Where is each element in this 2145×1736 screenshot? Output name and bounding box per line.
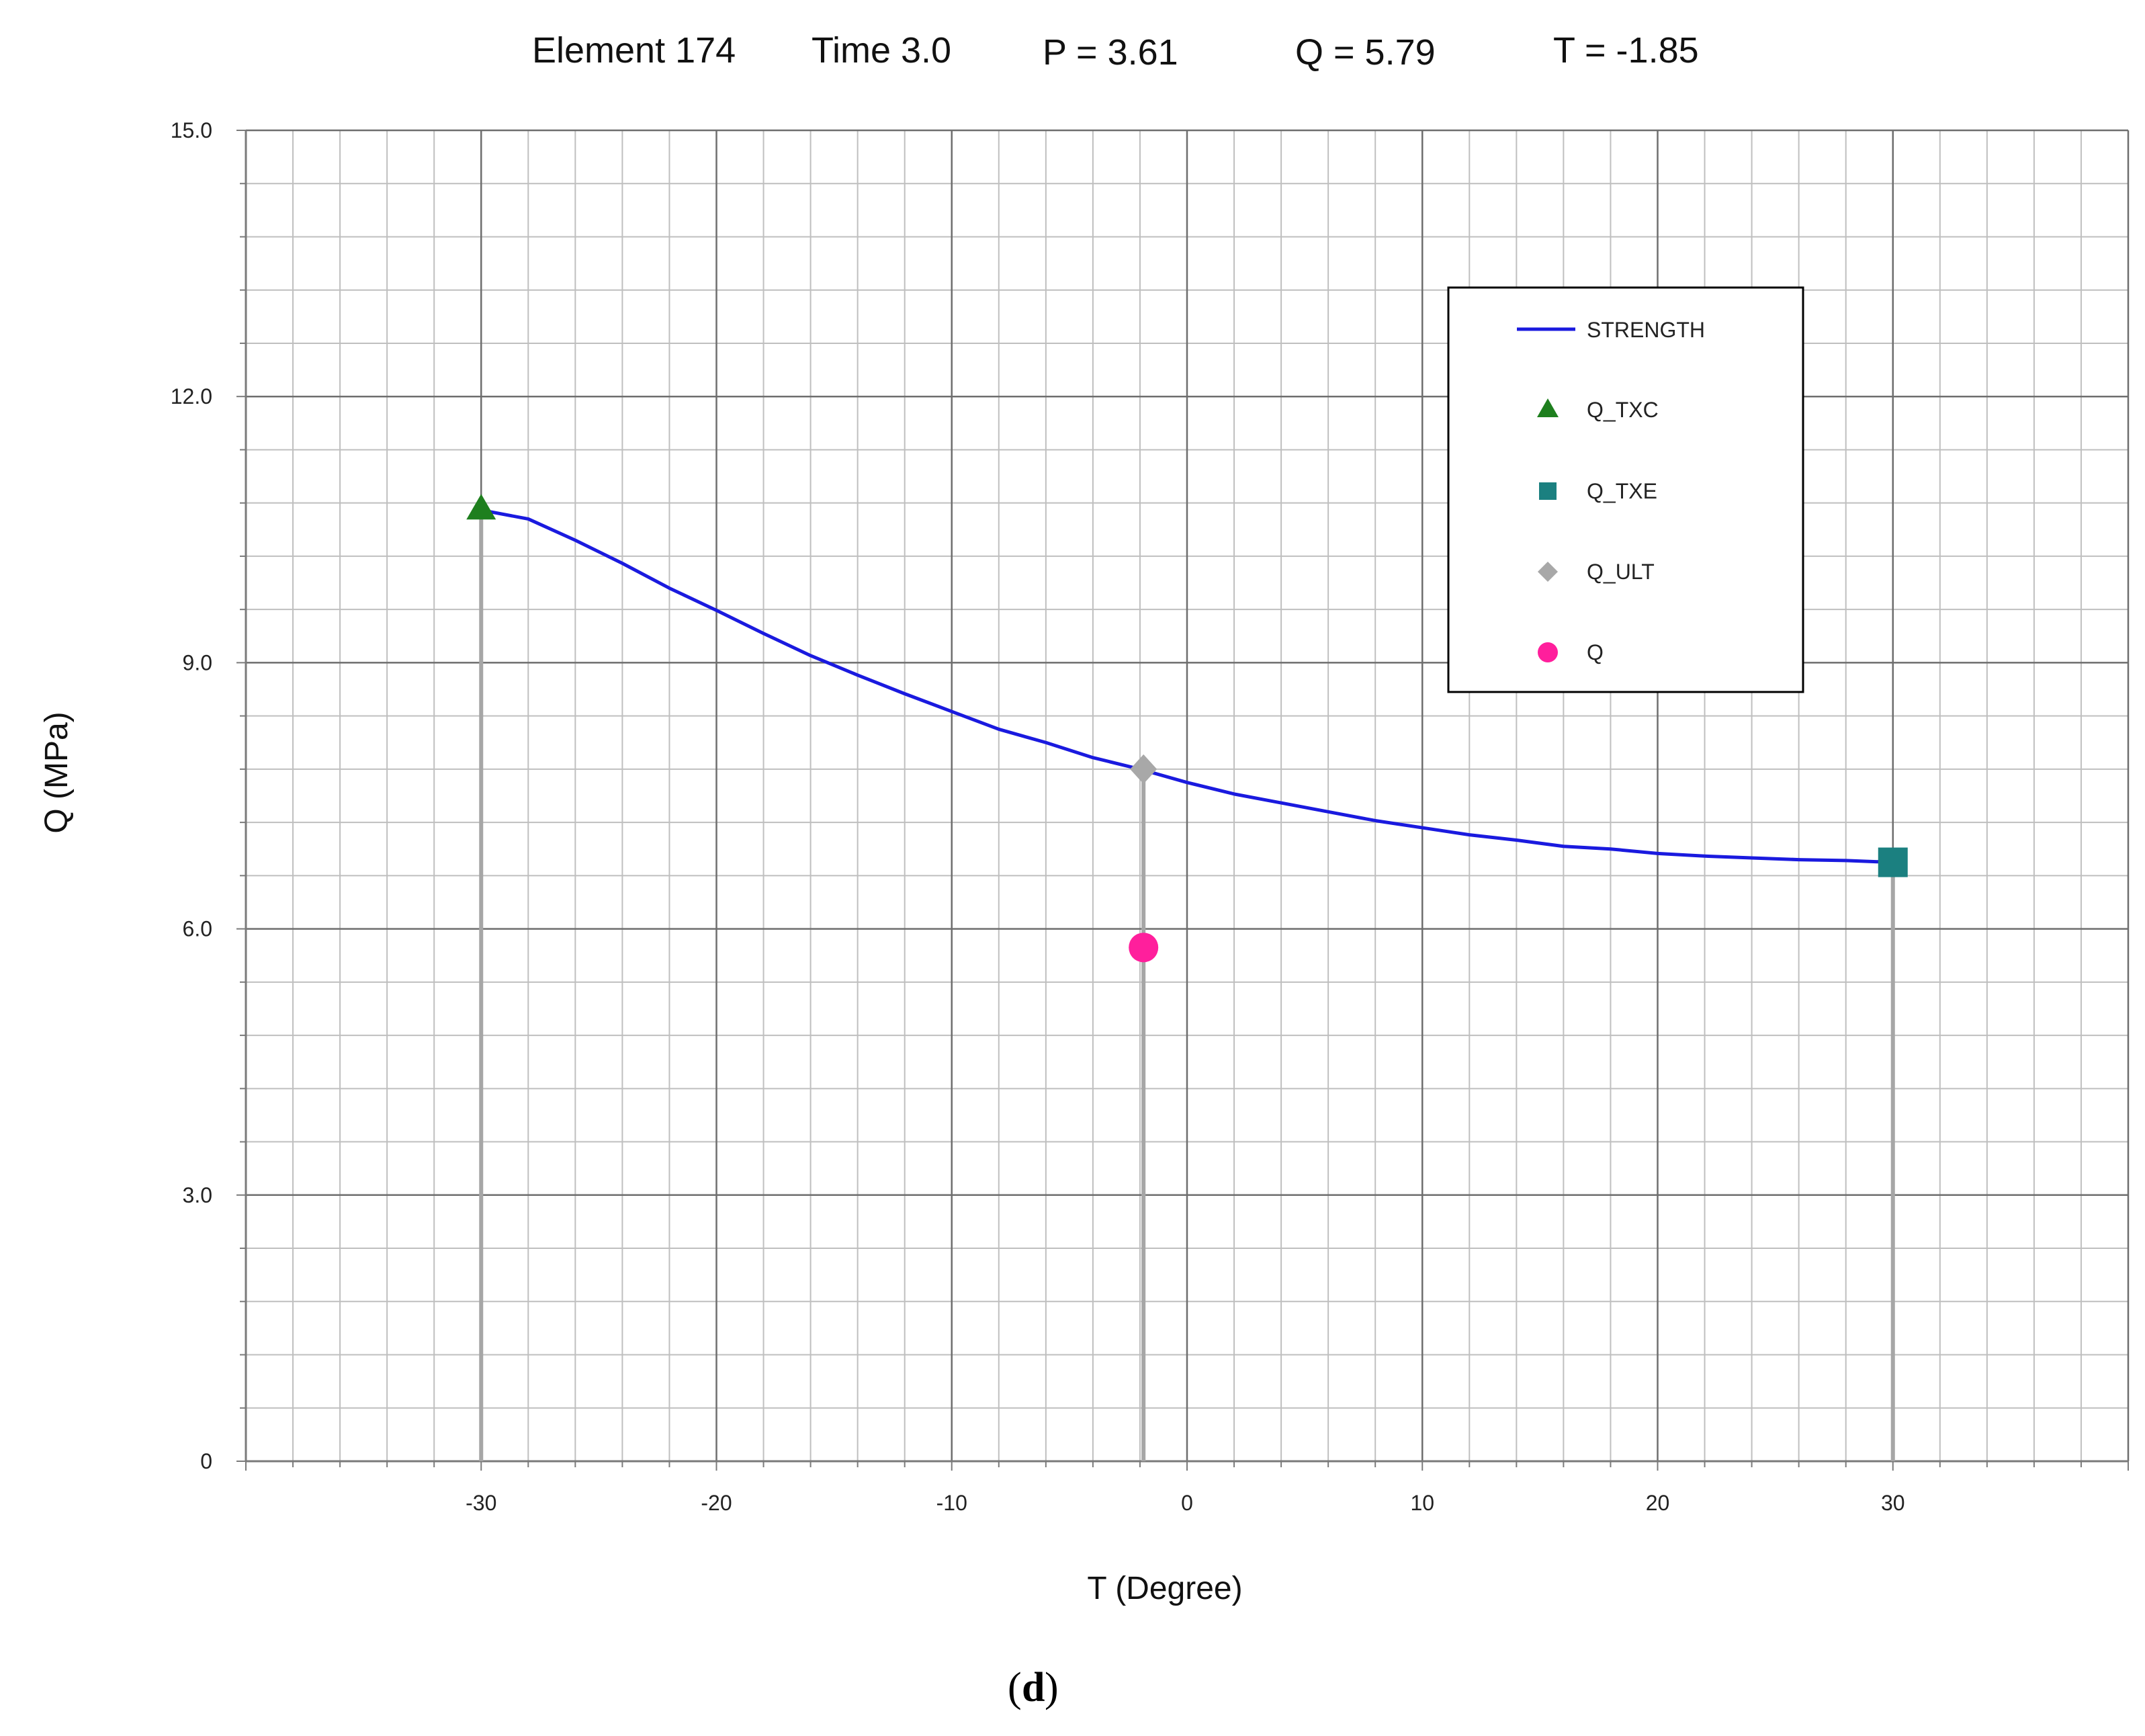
legend-square-marker	[1539, 482, 1557, 500]
caption-letter: d	[1022, 1665, 1045, 1710]
x-axis-label: T (Degree)	[1087, 1571, 1242, 1606]
header-q-value: Q = 5.79	[1295, 32, 1436, 73]
q-txc-marker	[466, 494, 496, 520]
header-element: Element 174	[532, 30, 736, 71]
header-time: Time 3.0	[812, 30, 951, 71]
drop-lines	[479, 510, 1895, 1461]
caption-open-paren: (	[1008, 1665, 1022, 1710]
strength-curve	[480, 508, 1893, 865]
x-tick-label: 30	[1881, 1491, 1905, 1515]
legend-label-q-txc: Q_TXC	[1587, 398, 1659, 422]
axes	[236, 130, 2129, 1471]
y-axis-label: Q (MPa)	[39, 711, 75, 833]
chart-header: Element 174 Time 3.0 P = 3.61 Q = 5.79 T…	[532, 30, 1699, 73]
header-p-value: P = 3.61	[1043, 32, 1178, 73]
figure-caption: ( d )	[1008, 1665, 1059, 1710]
x-tick-label: -20	[701, 1491, 732, 1515]
y-tick-label: 12.0	[171, 384, 212, 408]
legend-diamond-marker	[1538, 562, 1558, 582]
q-ult-marker	[1130, 754, 1157, 784]
x-tick-label: 20	[1646, 1491, 1670, 1515]
y-tick-label: 6.0	[183, 917, 212, 941]
x-tick-label: -10	[936, 1491, 967, 1515]
legend-label-q-txe: Q_TXE	[1587, 479, 1657, 503]
x-tick-labels: -30 -20 -10 0 10 20 30	[466, 1491, 1905, 1515]
legend-triangle-marker	[1537, 398, 1559, 417]
legend-circle-marker	[1538, 642, 1558, 662]
plot-area: -30 -20 -10 0 10 20 30 0 3.0 6.0 9.0 12.0 15.0	[171, 118, 2130, 1515]
legend-box	[1447, 286, 1804, 693]
legend-label-q-ult: Q_ULT	[1587, 560, 1655, 584]
x-tick-label: 0	[1181, 1491, 1193, 1515]
caption-close-paren: )	[1045, 1665, 1059, 1710]
y-tick-label: 0	[200, 1449, 212, 1473]
y-tick-label: 15.0	[171, 118, 212, 142]
legend-label-q: Q	[1587, 640, 1604, 664]
header-t-value: T = -1.85	[1553, 30, 1699, 71]
y-tick-label: 9.0	[183, 650, 212, 675]
y-tick-label: 3.0	[183, 1183, 212, 1207]
x-tick-label: 10	[1410, 1491, 1434, 1515]
series-layer	[466, 494, 1908, 963]
q-txe-marker	[1878, 847, 1908, 877]
y-tick-labels: 0 3.0 6.0 9.0 12.0 15.0	[171, 118, 212, 1473]
legend-label-strength: STRENGTH	[1587, 318, 1705, 342]
x-tick-label: -30	[466, 1491, 496, 1515]
legend: STRENGTH Q_TXC Q_TXE Q_ULT Q	[1447, 286, 1804, 693]
q-marker	[1129, 932, 1159, 963]
